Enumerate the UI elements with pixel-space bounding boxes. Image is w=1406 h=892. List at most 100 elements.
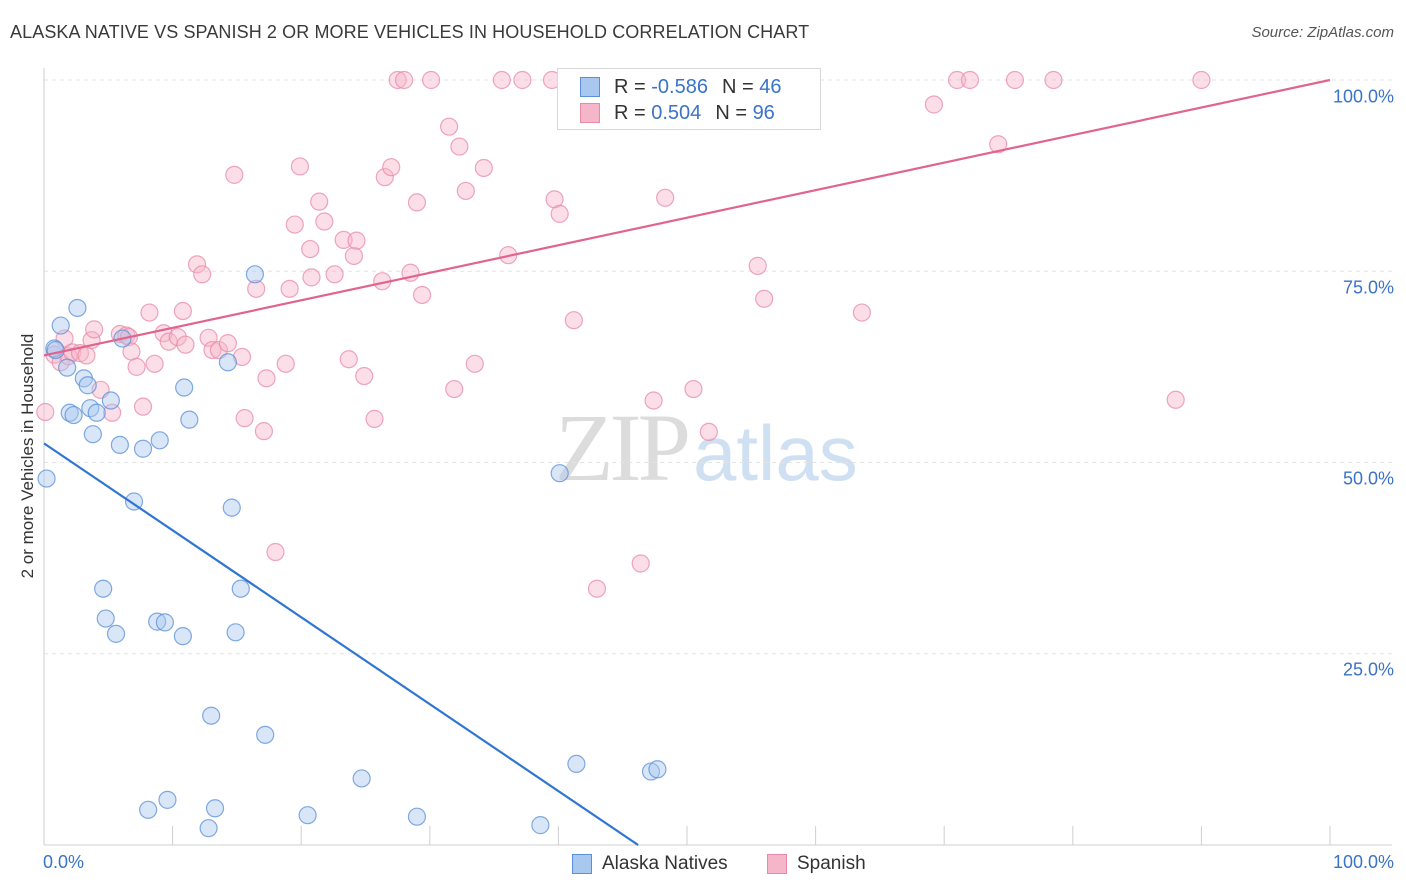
- spanish-point: [365, 409, 384, 428]
- alaska-point: [96, 609, 115, 628]
- spanish-point: [315, 212, 334, 231]
- x-tick-label-0: 0.0%: [43, 852, 85, 872]
- n-value: 96: [752, 101, 775, 124]
- spanish-point: [290, 157, 310, 176]
- alaska-point: [173, 627, 192, 646]
- alaska-point: [58, 358, 77, 377]
- spanish-point: [550, 204, 569, 223]
- alaska-point: [180, 410, 199, 429]
- spanish-swatch: [767, 854, 787, 874]
- spanish-point: [1166, 390, 1185, 409]
- alaska-point: [199, 819, 218, 838]
- watermark-atlas: atlas: [693, 409, 858, 497]
- alaska-point: [87, 403, 106, 422]
- spanish-point: [748, 256, 767, 275]
- alaska-point: [205, 799, 225, 818]
- spanish-point: [36, 402, 55, 422]
- y-tick-label-25: 25.0%: [1342, 659, 1394, 680]
- spanish-point: [412, 285, 432, 305]
- spanish-point: [382, 158, 401, 177]
- alaska-trend-line: [43, 442, 639, 846]
- spanish-point: [947, 70, 967, 90]
- spanish-point: [127, 357, 146, 376]
- alaska-point: [352, 769, 371, 788]
- stats-legend-row-spanish: R = 0.504 N = 96: [580, 101, 775, 125]
- legend-item-spanish: Spanish: [767, 852, 866, 876]
- spanish-point: [173, 301, 192, 321]
- alaska-point: [78, 376, 97, 395]
- n-label: N =: [721, 75, 754, 98]
- watermark: ZIPatlas: [555, 400, 858, 496]
- stats-legend-row-alaska: R = -0.586 N = 46: [580, 75, 781, 99]
- alaska-point: [94, 579, 113, 598]
- alaska-point: [231, 579, 250, 598]
- spanish-point: [140, 303, 159, 322]
- spanish-point: [266, 542, 285, 562]
- spanish-point: [145, 354, 164, 373]
- alaska-point: [106, 624, 126, 643]
- watermark-zip: ZIP: [555, 394, 691, 501]
- spanish-point: [218, 334, 237, 353]
- spanish-point: [388, 70, 407, 90]
- spanish-point: [347, 231, 366, 250]
- alaska-point: [110, 435, 129, 455]
- alaska-point: [64, 405, 83, 425]
- spanish-point: [644, 391, 663, 410]
- spanish-point: [225, 165, 244, 184]
- spanish-point: [339, 350, 358, 369]
- alaska-point: [222, 498, 241, 517]
- spanish-point: [1192, 70, 1211, 90]
- legend-item-alaska-natives: Alaska Natives: [572, 852, 728, 876]
- alaska-point: [155, 613, 174, 632]
- spanish-point: [77, 346, 96, 365]
- spanish-point: [445, 379, 464, 399]
- alaska-point: [648, 760, 667, 779]
- spanish-point: [85, 320, 104, 339]
- alaska-point: [298, 806, 317, 825]
- spanish-point: [924, 95, 944, 114]
- y-tick-label-100: 100.0%: [1332, 86, 1394, 107]
- spanish-point: [394, 70, 414, 90]
- spanish-point: [1005, 70, 1025, 90]
- spanish-trend-line: [43, 78, 1331, 357]
- alaska-point: [83, 425, 102, 444]
- alaska-point: [150, 431, 169, 450]
- spanish-point: [285, 215, 304, 234]
- r-label: R =: [614, 75, 646, 98]
- alaska-swatch: [580, 77, 600, 97]
- spanish-point: [989, 135, 1008, 154]
- spanish-point: [513, 70, 532, 90]
- spanish-swatch: [580, 103, 600, 123]
- alaska-point: [158, 790, 177, 809]
- alaska-point: [550, 464, 569, 483]
- spanish-point: [421, 70, 441, 90]
- spanish-point: [755, 289, 774, 308]
- spanish-point: [176, 335, 195, 354]
- spanish-point: [334, 230, 353, 249]
- chart-title: ALASKA NATIVE VS SPANISH 2 OR MORE VEHIC…: [10, 22, 810, 42]
- spanish-point: [301, 239, 320, 259]
- r-label: R =: [614, 101, 646, 124]
- spanish-point: [168, 327, 187, 347]
- spanish-point: [325, 265, 344, 284]
- spanish-point: [247, 279, 266, 298]
- alaska-natives-label: Alaska Natives: [602, 853, 728, 874]
- spanish-point: [699, 422, 718, 441]
- alaska-point: [175, 378, 194, 397]
- spanish-point: [474, 158, 493, 178]
- y-tick-label-75: 75.0%: [1342, 277, 1394, 298]
- spanish-point: [684, 379, 703, 399]
- spanish-point: [465, 354, 484, 373]
- spanish-point: [254, 422, 274, 441]
- y-axis-label: 2 or more Vehicles in Household: [18, 333, 37, 579]
- spanish-point: [310, 192, 329, 211]
- spanish-label: Spanish: [797, 853, 866, 874]
- alaska-point: [68, 298, 87, 318]
- spanish-point: [280, 279, 299, 298]
- spanish-point: [375, 168, 394, 187]
- spanish-point: [631, 554, 650, 573]
- alaska-point: [407, 807, 427, 826]
- spanish-point: [209, 340, 228, 360]
- spanish-point: [187, 255, 207, 274]
